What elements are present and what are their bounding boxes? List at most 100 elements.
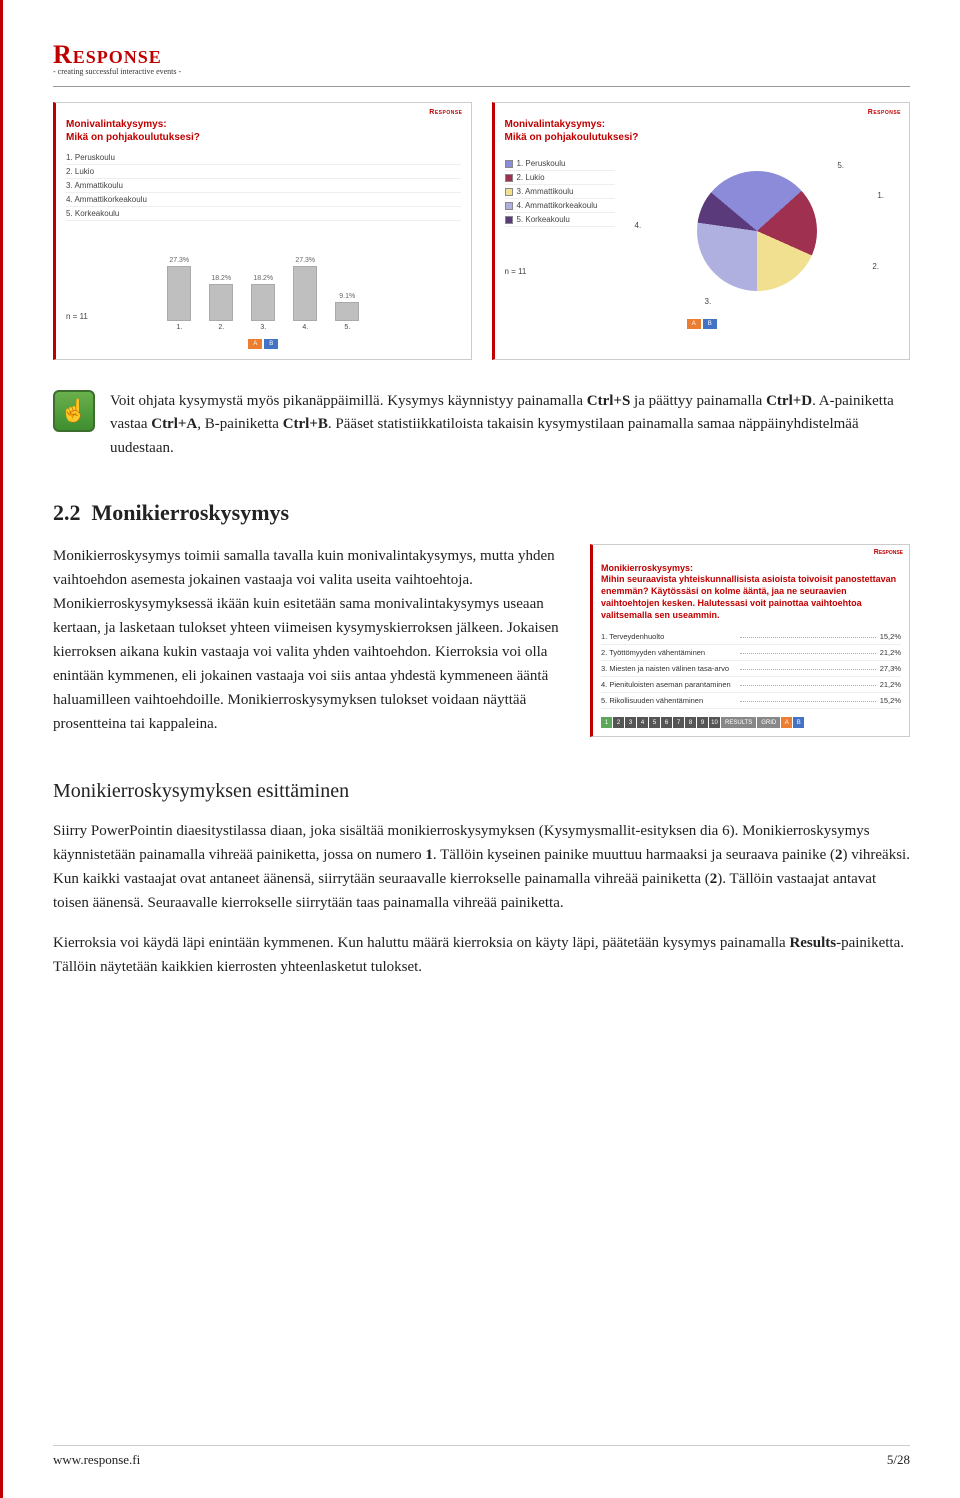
section-number: 2.2 — [53, 500, 81, 525]
kbd: Ctrl+B — [283, 416, 328, 432]
dots — [740, 648, 875, 654]
pie-num: 4. — [635, 221, 642, 230]
tip-row: ☝ Voit ohjata kysymystä myös pikanäppäim… — [53, 390, 910, 460]
text: Kierroksia voi käydä läpi enintään kymme… — [53, 935, 789, 951]
text: Voit ohjata kysymystä myös pikanäppäimil… — [110, 393, 587, 409]
bar — [293, 266, 317, 321]
tip-icon: ☝ — [53, 390, 95, 432]
logo-tagline: - creating successful interactive events… — [53, 67, 910, 76]
result-row: 5. Rikollisuuden vähentäminen 15,2% — [601, 693, 901, 709]
bar-value: 27.3% — [295, 257, 315, 264]
option-item: 3. Ammattikoulu — [66, 179, 461, 193]
pager-num: 4 — [637, 717, 648, 728]
bar-column: 9.1%5. — [333, 293, 361, 331]
a-button-icon: A — [248, 339, 262, 349]
logo-block: Response - creating successful interacti… — [53, 40, 910, 76]
pie-area: 5. 1. 2. 3. 4. — [615, 151, 900, 311]
bar-value: 18.2% — [253, 275, 273, 282]
footer-url: www.response.fi — [53, 1452, 140, 1468]
thumb-pie-chart: Response Monivalintakysymys: Mikä on poh… — [492, 102, 911, 360]
pie-num: 3. — [705, 297, 712, 306]
bar-value: 9.1% — [339, 293, 355, 300]
option-item: 5. Korkeakoulu — [505, 213, 615, 227]
option-list: 1. Peruskoulu2. Lukio3. Ammattikoulu4. A… — [66, 151, 461, 221]
mini-logo: Response — [868, 109, 901, 116]
dots — [740, 696, 875, 702]
swatch-icon — [505, 216, 513, 224]
kbd: Ctrl+D — [766, 393, 812, 409]
fig-title: Monikierroskysymys: Mihin seuraavista yh… — [601, 563, 901, 621]
pager-grid: GRID — [757, 717, 780, 728]
thumb-title: Monivalintakysymys: — [505, 119, 900, 130]
thumb-bar-chart: Response Monivalintakysymys: Mikä on poh… — [53, 102, 472, 360]
pager-num: 1 — [601, 717, 612, 728]
swatch-icon — [505, 160, 513, 168]
row-label: 1. Terveydenhuolto — [601, 632, 736, 641]
swatch-icon — [505, 202, 513, 210]
body-paragraph: Siirry PowerPointin diaesitystilassa dia… — [53, 819, 910, 915]
option-item: 5. Korkeakoulu — [66, 207, 461, 221]
kbd: Ctrl+A — [151, 416, 197, 432]
page: Response - creating successful interacti… — [0, 0, 960, 1498]
swatch-icon — [505, 188, 513, 196]
bar-column: 18.2%2. — [207, 275, 235, 331]
option-item: 2. Lukio — [505, 171, 615, 185]
result-row: 3. Miesten ja naisten välinen tasa-arvo 2… — [601, 661, 901, 677]
pager-num: 5 — [649, 717, 660, 728]
result-row: 4. Pienituloisten aseman parantaminen21,… — [601, 677, 901, 693]
row-label: 2. Työttömyyden vähentäminen — [601, 648, 736, 657]
tip-text: Voit ohjata kysymystä myös pikanäppäimil… — [110, 390, 910, 460]
pager-results: RESULTS — [721, 717, 756, 728]
pager-num: 6 — [661, 717, 672, 728]
bar — [209, 284, 233, 321]
thumb-title: Monivalintakysymys: — [66, 119, 461, 130]
dots — [740, 664, 875, 670]
pie-num: 2. — [872, 262, 879, 271]
pie-options: 1. Peruskoulu2. Lukio3. Ammattikoulu4. A… — [505, 157, 615, 311]
bar — [335, 302, 359, 321]
pie-num: 5. — [837, 161, 844, 170]
section-heading: 2.2 Monikierroskysymys — [53, 500, 910, 526]
text: ja päättyy painamalla — [630, 393, 766, 409]
bar-label: 2. — [218, 324, 224, 331]
b-button-icon: B — [703, 319, 717, 329]
row-value: 21,2% — [880, 648, 901, 657]
option-item: 3. Ammattikoulu — [505, 185, 615, 199]
row-label: 4. Pienituloisten aseman parantaminen — [601, 680, 736, 689]
bar-label: 1. — [176, 324, 182, 331]
bar-value: 27.3% — [169, 257, 189, 264]
pager-num: 2 — [613, 717, 624, 728]
text: . Tällöin kyseinen painike muuttuu harma… — [433, 847, 835, 863]
bar-label: 3. — [260, 324, 266, 331]
float-figure: Response Monikierroskysymys: Mihin seura… — [590, 544, 910, 737]
row-value: 15,2% — [880, 632, 901, 641]
option-item: 1. Peruskoulu — [66, 151, 461, 165]
sub-heading: Monikierroskysymyksen esittäminen — [53, 780, 910, 803]
mini-logo: Response — [429, 109, 462, 116]
swatch-icon — [505, 174, 513, 182]
bar — [167, 266, 191, 321]
dots — [740, 680, 875, 686]
result-row: 2. Työttömyyden vähentäminen 21,2% — [601, 645, 901, 661]
pager-num: 7 — [673, 717, 684, 728]
a-button-icon: A — [687, 319, 701, 329]
n-label: n = 11 — [66, 312, 88, 321]
bar — [251, 284, 275, 321]
bar-column: 27.3% 1. — [165, 257, 193, 331]
pager: 12345678910RESULTSGRIDAB — [601, 717, 901, 728]
footer: www.response.fi 5/28 — [53, 1445, 910, 1468]
bold: 1 — [425, 847, 433, 863]
row-label: 3. Miesten ja naisten välinen tasa-arvo — [601, 664, 736, 673]
row-value: 27,3% — [880, 664, 901, 673]
row-label: 5. Rikollisuuden vähentäminen — [601, 696, 736, 705]
result-row: 1. Terveydenhuolto 15,2% — [601, 629, 901, 645]
thumb-footer: A B — [505, 319, 900, 329]
option-item: 4. Ammattikorkeakoulu — [66, 193, 461, 207]
divider — [53, 86, 910, 87]
pager-num: 9 — [697, 717, 708, 728]
pie-wrap: 1. Peruskoulu2. Lukio3. Ammattikoulu4. A… — [505, 151, 900, 311]
thumb-subtitle: Mikä on pohjakoulutuksesi? — [505, 132, 900, 143]
text: Monikierroskysymys: — [601, 563, 693, 573]
mini-logo: Response — [874, 549, 903, 556]
row-value: 15,2% — [880, 696, 901, 705]
